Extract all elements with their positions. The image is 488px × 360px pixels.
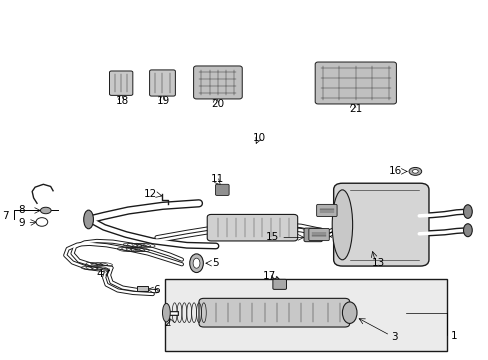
FancyBboxPatch shape <box>207 215 297 241</box>
Ellipse shape <box>41 207 51 214</box>
Text: 2: 2 <box>164 318 171 328</box>
Bar <box>164 279 446 351</box>
Ellipse shape <box>411 170 417 173</box>
Ellipse shape <box>342 302 356 323</box>
Text: 16: 16 <box>387 166 401 176</box>
FancyBboxPatch shape <box>308 228 328 240</box>
Ellipse shape <box>193 258 200 268</box>
Text: 9: 9 <box>19 218 25 228</box>
Text: 21: 21 <box>349 104 362 114</box>
FancyBboxPatch shape <box>304 228 322 242</box>
FancyBboxPatch shape <box>316 204 336 217</box>
Ellipse shape <box>408 167 421 175</box>
Text: 4: 4 <box>96 269 102 279</box>
Bar <box>137 286 147 291</box>
Text: 20: 20 <box>211 99 224 109</box>
FancyBboxPatch shape <box>215 184 229 195</box>
Text: 3: 3 <box>390 332 397 342</box>
FancyBboxPatch shape <box>199 298 349 327</box>
FancyBboxPatch shape <box>109 71 133 95</box>
Text: 5: 5 <box>212 258 218 268</box>
Text: 8: 8 <box>19 206 25 216</box>
FancyBboxPatch shape <box>149 70 175 96</box>
Text: 14: 14 <box>331 230 344 240</box>
Text: 11: 11 <box>211 174 224 184</box>
Ellipse shape <box>463 224 471 237</box>
Ellipse shape <box>331 190 352 260</box>
Ellipse shape <box>83 210 93 229</box>
Ellipse shape <box>162 303 170 322</box>
Circle shape <box>36 218 48 226</box>
Text: 6: 6 <box>152 285 159 295</box>
Text: 7: 7 <box>2 211 9 221</box>
Text: 14: 14 <box>338 205 351 215</box>
FancyBboxPatch shape <box>315 62 396 104</box>
Ellipse shape <box>463 205 471 219</box>
FancyBboxPatch shape <box>333 183 428 266</box>
Text: 18: 18 <box>115 96 128 106</box>
Ellipse shape <box>189 254 203 273</box>
Text: 17: 17 <box>263 271 276 281</box>
Text: 15: 15 <box>265 232 279 242</box>
Text: 19: 19 <box>157 96 170 107</box>
Text: 1: 1 <box>449 331 456 341</box>
Text: 10: 10 <box>253 133 266 143</box>
Text: 13: 13 <box>371 258 385 268</box>
FancyBboxPatch shape <box>272 279 286 289</box>
FancyBboxPatch shape <box>193 66 242 99</box>
Text: 12: 12 <box>143 189 156 199</box>
